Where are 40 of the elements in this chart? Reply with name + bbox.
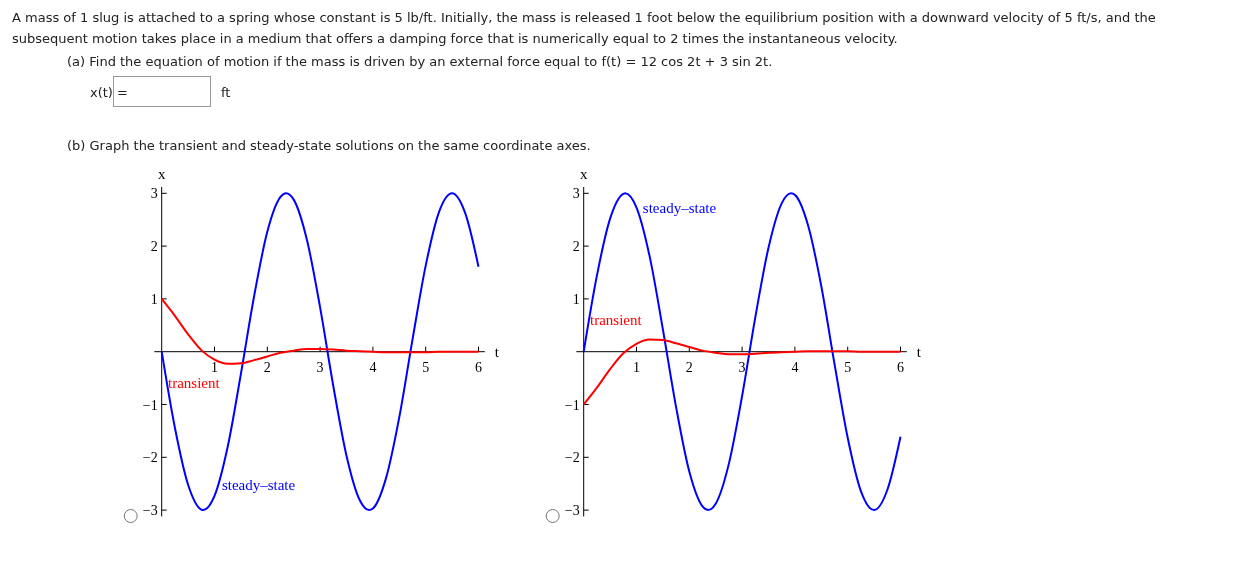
y-tick-label: −2 bbox=[142, 450, 158, 466]
text: x(t) = bbox=[90, 85, 128, 100]
x-tick-label: 5 bbox=[422, 359, 430, 375]
y-tick-label: −2 bbox=[564, 450, 580, 466]
y-tick-label: −1 bbox=[142, 397, 158, 413]
x-tick-label: 6 bbox=[475, 359, 482, 375]
line-series bbox=[582, 338, 902, 406]
x-tick-label: 1 bbox=[633, 359, 640, 375]
x-tick-label: 1 bbox=[211, 359, 218, 375]
text: (a) Find the equation of motion if the mass is driven by an external force equal to f(t) = 12 cos 2t + 3 sin 2t. bbox=[67, 54, 773, 69]
chart-title: (b) Graph the transient and steady-state solutions on the same coordinate axes. bbox=[67, 138, 591, 153]
annotation: steady–state bbox=[642, 199, 717, 216]
x-tick-label: 4 bbox=[791, 359, 799, 375]
x-axis-title: t bbox=[494, 343, 500, 360]
y-tick-label: 2 bbox=[150, 239, 158, 255]
line-series bbox=[160, 192, 480, 512]
y-tick-label: −3 bbox=[564, 503, 580, 519]
y-axis-title: x bbox=[157, 165, 166, 182]
x-tick-label: 4 bbox=[369, 359, 377, 375]
x-tick-label: 6 bbox=[897, 359, 904, 375]
x-tick-label: 3 bbox=[316, 359, 324, 375]
x-tick-label: 3 bbox=[738, 359, 746, 375]
x-axis-title: t bbox=[916, 343, 922, 360]
y-tick-label: 1 bbox=[150, 291, 158, 307]
y-axis-title: x bbox=[579, 165, 588, 182]
y-tick-label: 3 bbox=[572, 186, 580, 202]
y-tick-label: 2 bbox=[572, 239, 580, 255]
annotation: transient bbox=[168, 375, 221, 392]
y-tick-label: −3 bbox=[142, 503, 158, 519]
y-tick-label: 1 bbox=[572, 291, 580, 307]
annotation: steady–state bbox=[221, 477, 296, 494]
x-tick-label: 5 bbox=[844, 359, 852, 375]
x-tick-label: 2 bbox=[685, 359, 693, 375]
annotation: transient bbox=[590, 312, 643, 329]
y-tick-label: −1 bbox=[564, 397, 580, 413]
text: A mass of 1 slug is attached to a spring whose constant is 5 lb/ft. Initially, the mass is released 1 foot below the equilibrium position with a downward velocity of 5 ft/s, and the subsequent motion takes place in a medium that offers a damping force that is numerically equal to 2 times the instantaneous velocity. bbox=[12, 9, 1157, 48]
line-series bbox=[582, 192, 902, 512]
y-tick-label: 3 bbox=[150, 186, 158, 202]
x-tick-label: 2 bbox=[263, 359, 271, 375]
text: ft bbox=[221, 85, 231, 100]
